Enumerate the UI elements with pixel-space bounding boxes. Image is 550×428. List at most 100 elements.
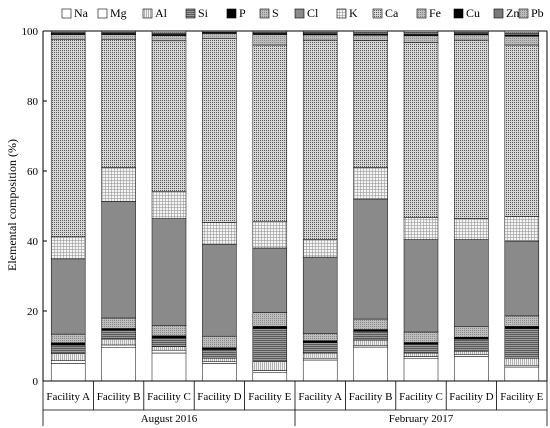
legend-item: Pb	[518, 6, 544, 20]
bar-segment-si	[151, 337, 187, 347]
bar-segment-pb	[50, 30, 86, 33]
bar-segment-al	[454, 351, 489, 355]
bar-segment-ca	[151, 40, 187, 192]
bar-segment-al	[151, 346, 187, 351]
bar-segment-fe	[403, 35, 439, 43]
legend-label: K	[349, 6, 358, 20]
bars	[50, 30, 540, 382]
bar-segment-na	[302, 359, 338, 382]
bar-segment-s	[353, 318, 388, 330]
legend-swatch	[259, 8, 270, 19]
x-group-label: February 2017	[389, 413, 454, 425]
y-tick-label: 40	[27, 236, 39, 248]
bar-segment-mg	[101, 344, 136, 349]
legend-swatch	[518, 8, 529, 19]
legend-swatch	[336, 8, 347, 19]
bar-segment-zn	[302, 31, 338, 35]
bar-segment-ca	[504, 44, 540, 217]
bar-segment-al	[101, 338, 136, 346]
legend-swatch	[453, 8, 464, 19]
bar-segment-na	[101, 347, 136, 382]
legend-label: Zn	[506, 6, 519, 20]
bar-segment-zn	[202, 30, 237, 33]
legend-label: P	[239, 6, 246, 20]
bar-segment-ca	[50, 39, 86, 238]
legend-swatch	[416, 8, 427, 19]
bar-segment-s	[252, 312, 288, 327]
bar-segment-al	[252, 361, 288, 371]
bar-segment-na	[151, 352, 187, 382]
bar-segment-si	[504, 328, 540, 359]
legend-item: Na	[61, 6, 89, 20]
x-tick-label: Facility E	[500, 391, 543, 403]
bar-segment-pb	[101, 30, 136, 33]
legend-label: Al	[155, 6, 168, 20]
chart-legend: Na Mg Al Si P S Cl K Ca Fe Cu Zn Pb	[61, 6, 544, 20]
bar-segment-p	[403, 342, 439, 345]
legend-item: Fe	[416, 6, 441, 20]
bar-segment-p	[50, 342, 86, 346]
bar-segment-p	[504, 326, 540, 329]
bar-segment-si	[403, 344, 439, 354]
bar-segment-cl	[101, 201, 136, 319]
bar-segment-na	[50, 363, 86, 382]
bar-segment-s	[504, 315, 540, 327]
bar-segment-k	[202, 222, 237, 245]
bar-segment-mg	[50, 360, 86, 364]
bar-segment-mg	[403, 356, 439, 359]
bar-segment-p	[454, 337, 489, 340]
bar-segment-fe	[302, 34, 338, 41]
bar-segment-s	[302, 333, 338, 341]
bar-segment-fe	[151, 35, 187, 42]
legend-swatch	[493, 8, 504, 19]
bar-segment-zn	[403, 32, 439, 35]
bar-segment-s	[151, 325, 187, 337]
legend-swatch	[372, 8, 383, 19]
bar-segment-k	[50, 236, 86, 260]
legend-swatch	[294, 8, 305, 19]
bar-segment-s	[50, 333, 86, 344]
legend-swatch	[97, 8, 108, 19]
bar-segment-si	[302, 342, 338, 354]
bar-segment-p	[302, 340, 338, 343]
bar-segment-al	[403, 352, 439, 357]
x-group-label: August 2016	[141, 413, 198, 425]
bar-segment-mg	[353, 345, 388, 348]
bar-segment-ca	[252, 44, 288, 222]
bar-segment-cl	[454, 239, 489, 328]
x-tick-label: Facility B	[97, 391, 141, 403]
bar-segment-na	[403, 358, 439, 382]
bar-segment-ca	[403, 42, 439, 218]
bar-segment-ca	[202, 38, 237, 223]
y-tick-label: 60	[27, 166, 39, 178]
x-tick-label: Facility C	[399, 391, 443, 403]
bar-segment-pb	[454, 30, 489, 33]
bar-segment-na	[454, 356, 489, 382]
bar-segment-zn	[454, 31, 489, 35]
legend-item: Si	[185, 6, 209, 20]
bar-segment-cl	[252, 247, 288, 313]
legend-item: Cl	[294, 6, 319, 20]
bar-segment-fe	[50, 34, 86, 40]
bar-segment-si	[252, 328, 288, 362]
legend-label: Na	[74, 6, 89, 20]
legend-label: Si	[198, 6, 209, 20]
legend-item: Ca	[372, 6, 399, 20]
bar-segment-cl	[403, 239, 439, 333]
bar-segment-p	[101, 328, 136, 331]
x-tick-label: Facility C	[147, 391, 191, 403]
bar-segment-k	[504, 216, 540, 242]
legend-item: Mg	[97, 6, 127, 20]
bar-segment-al	[302, 352, 338, 359]
bar-segment-mg	[252, 370, 288, 373]
bar-segment-mg	[302, 358, 338, 361]
bar-segment-fe	[504, 36, 540, 46]
bar-segment-k	[403, 217, 439, 240]
x-axis: Facility A Facility B Facility C Facility D…	[42, 380, 548, 426]
bar-segment-s	[101, 317, 136, 329]
legend-item: Zn	[493, 6, 519, 20]
bar-segment-al	[353, 339, 388, 346]
bar-segment-p	[353, 329, 388, 332]
y-tick-label: 100	[22, 26, 39, 38]
